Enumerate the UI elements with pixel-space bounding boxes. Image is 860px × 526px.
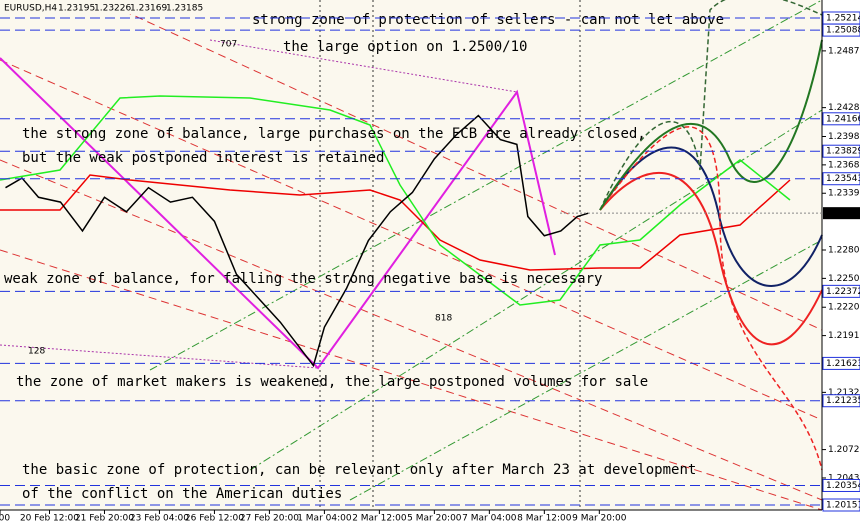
fib-label: 818: [435, 314, 452, 324]
channel: [0, 159, 823, 501]
annotation: the strong zone of balance, large purcha…: [22, 126, 646, 142]
y-tick-label: 1.24282: [828, 103, 860, 113]
fib-label: 128: [28, 347, 45, 357]
series-layer: [5, 114, 589, 368]
level-label: 1.22372: [826, 287, 860, 297]
forecast: [599, 39, 823, 211]
y-tick-label: 1.21322: [828, 388, 860, 398]
ohlc-value: 1.23169: [130, 4, 167, 14]
y-tick-label: 1.23982: [828, 132, 860, 142]
channel: [99, 0, 823, 331]
level-label: 1.20151: [826, 500, 860, 510]
level-box: [822, 394, 860, 408]
level-box: [822, 284, 860, 298]
zigzag: [0, 57, 556, 370]
level-box: [822, 172, 860, 186]
y-tick-label: 1.22802: [828, 245, 860, 255]
header-bg: [0, 0, 200, 14]
x-tick-label: 27 Feb 20:00: [240, 514, 299, 524]
annotation: weak zone of balance, for falling the st…: [4, 271, 602, 287]
y-tick-label: 1.22207: [828, 303, 860, 313]
level-box: [822, 356, 860, 370]
annotation: the large option on 1.2500/10: [283, 39, 527, 55]
annotations: strong zone of protection of sellers - c…: [4, 12, 724, 502]
y-tick-label: 1.20432: [828, 473, 860, 483]
last-price-label: 1.23185: [826, 209, 860, 219]
x-tick-label: 0:00: [0, 514, 10, 524]
channel: [0, 249, 823, 511]
y-tick-label: 1.24872: [828, 46, 860, 56]
channel: [349, 239, 823, 501]
level-label: 1.21623: [826, 359, 860, 369]
x-tick-label: 23 Feb 04:00: [130, 514, 189, 524]
level-label: 1.21235: [826, 396, 860, 406]
level-label: 1.25214: [826, 13, 860, 23]
symbol: EURUSD,H4: [4, 4, 57, 14]
ohlc-value: 1.23226: [94, 4, 131, 14]
level-label: 1.25088: [826, 26, 860, 36]
x-tick-label: 8 Mar 12:00: [517, 514, 572, 524]
annotation: the zone of market makers is weakened, t…: [16, 374, 648, 390]
level-label: 1.24166: [826, 114, 860, 124]
annotation: of the conflict on the American duties: [22, 486, 342, 502]
last-price-box: [823, 207, 860, 220]
ichimoku-line: [0, 174, 791, 271]
forecast: [599, 126, 823, 471]
level-box: [822, 23, 860, 37]
level-label: 1.20354: [826, 481, 860, 491]
level-label: 1.23829: [826, 147, 860, 157]
level-box: [822, 478, 860, 492]
x-tick-label: 7 Mar 04:00: [462, 514, 517, 524]
x-tick-label: 21 Feb 20:00: [75, 514, 134, 524]
level-box: [822, 144, 860, 158]
x-tick-label: 20 Feb 12:00: [20, 514, 79, 524]
level-label: 1.23543: [826, 174, 860, 184]
forecast: [599, 172, 823, 346]
decorations: [0, 0, 823, 511]
forecast: [599, 0, 823, 211]
ichimoku-line: [0, 95, 791, 306]
ohlc-value: 1.23185: [166, 4, 203, 14]
annotation: but the weak postponed interest is retai…: [22, 150, 384, 166]
y-tick-label: 1.23392: [828, 189, 860, 199]
y-tick-label: 1.22507: [828, 274, 860, 284]
annotation: strong zone of protection of sellers - c…: [252, 12, 724, 28]
y-tick-label: 1.23687: [828, 160, 860, 170]
x-tick-label: 26 Feb 12:00: [185, 514, 244, 524]
y-tick-label: 1.21912: [828, 331, 860, 341]
x-tick-label: 1 Mar 04:00: [297, 514, 352, 524]
fib-label: 707: [220, 40, 237, 50]
price-line: [5, 114, 589, 368]
annotation: the basic zone of protection, can be rel…: [22, 462, 696, 478]
x-tick-label: 9 Mar 20:00: [572, 514, 627, 524]
x-tick-label: 5 Mar 20:00: [407, 514, 462, 524]
x-tick-label: 2 Mar 12:00: [352, 514, 407, 524]
plot-area: [0, 0, 822, 510]
forecast: [599, 146, 823, 287]
ohlc-value: 1.23195: [58, 4, 95, 14]
level-box: [822, 498, 860, 512]
level-box: [822, 112, 860, 126]
fib-line: [0, 344, 319, 369]
y-tick-label: 1.20727: [828, 445, 860, 455]
